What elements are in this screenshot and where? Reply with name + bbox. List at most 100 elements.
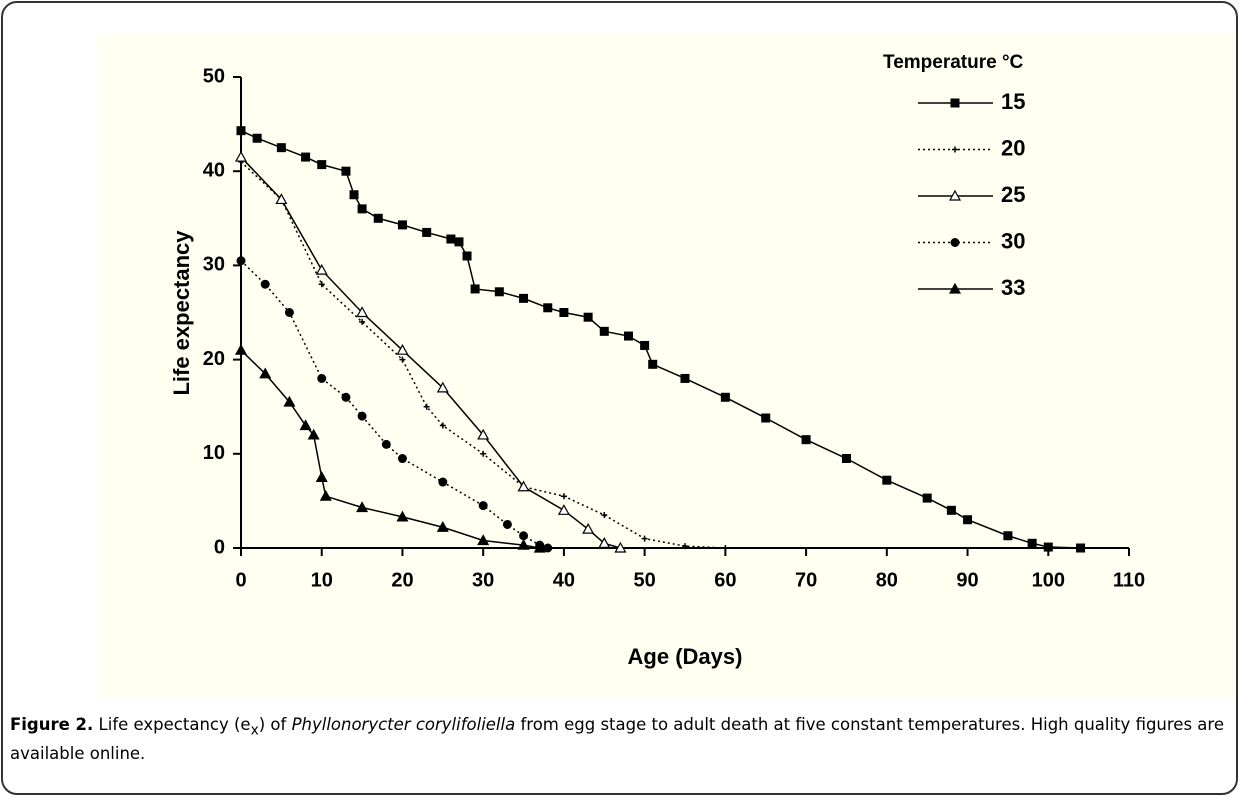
legend-label: 25 [1001, 182, 1025, 207]
x-tick-label: 70 [795, 569, 817, 591]
marker [640, 340, 650, 350]
marker [357, 204, 367, 214]
x-tick-label: 40 [553, 569, 575, 591]
y-tick-label: 40 [203, 159, 225, 181]
marker [399, 356, 406, 363]
marker [952, 146, 958, 153]
marker [462, 251, 472, 261]
legend-label: 33 [1001, 275, 1025, 300]
marker [599, 326, 609, 336]
x-tick-label: 90 [956, 569, 978, 591]
marker [276, 143, 286, 153]
x-tick-label: 20 [391, 569, 413, 591]
marker [234, 150, 248, 162]
marker [315, 471, 328, 482]
x-tick-label: 100 [1032, 569, 1065, 591]
chart: Life expectancy Age (Days) Temperature °… [98, 33, 1236, 700]
marker [1003, 531, 1013, 541]
marker [583, 312, 593, 322]
marker [517, 538, 530, 550]
marker [801, 435, 811, 445]
caption-label: Figure 2. [10, 715, 94, 734]
marker [341, 392, 351, 402]
marker [439, 422, 446, 429]
marker [946, 505, 956, 515]
marker [396, 510, 409, 522]
marker [341, 166, 351, 176]
x-tick-label: 10 [311, 569, 333, 591]
marker [963, 515, 973, 525]
marker [317, 373, 327, 383]
x-tick-label: 60 [714, 569, 736, 591]
plot-background [98, 33, 1236, 700]
y-tick-label: 20 [203, 348, 225, 370]
marker [543, 543, 553, 553]
marker [720, 392, 730, 402]
marker [284, 308, 294, 317]
marker [598, 537, 611, 548]
caption-species: Phyllonorycter corylifoliella [291, 715, 516, 734]
marker [543, 303, 553, 313]
y-axis-label: Life expectancy [169, 230, 194, 396]
marker [359, 318, 366, 325]
marker [356, 306, 369, 318]
marker [922, 493, 932, 503]
marker [315, 263, 328, 275]
marker [1076, 543, 1086, 553]
marker [950, 98, 960, 108]
marker [307, 428, 320, 440]
marker [283, 395, 296, 407]
marker [841, 454, 851, 464]
y-tick-label: 30 [203, 254, 225, 276]
marker [680, 373, 690, 383]
marker [373, 213, 383, 223]
legend-label: 20 [1001, 135, 1025, 160]
marker [560, 493, 567, 500]
marker [722, 545, 729, 551]
marker [519, 293, 529, 303]
marker [470, 284, 480, 294]
legend-label: 15 [1001, 89, 1025, 114]
marker [422, 227, 432, 237]
x-tick-label: 0 [235, 569, 246, 591]
marker [559, 308, 569, 317]
marker [454, 237, 464, 247]
marker [318, 281, 325, 288]
legend-label: 30 [1001, 228, 1025, 253]
marker [641, 535, 648, 542]
marker [478, 501, 488, 511]
marker [882, 475, 892, 485]
y-tick-label: 50 [203, 65, 225, 87]
x-tick-label: 30 [472, 569, 494, 591]
marker [236, 256, 246, 266]
marker [301, 152, 311, 162]
x-axis-label: Age (Days) [628, 644, 743, 669]
marker [601, 512, 608, 519]
marker [438, 477, 448, 487]
marker [396, 343, 409, 355]
x-tick-label: 80 [876, 569, 898, 591]
plot: 0 10 20 30 40 50 0 10 20 30 40 50 60 70 80 90 100 110 15 20… [203, 65, 1145, 591]
marker [948, 189, 962, 201]
caption-text: from egg stage to adult death at five co… [10, 715, 1224, 764]
caption-text: Life expectancy (e [93, 715, 251, 734]
marker [299, 419, 312, 431]
y-tick-label: 10 [203, 442, 225, 464]
marker [682, 543, 688, 550]
marker [397, 454, 407, 464]
marker [236, 126, 246, 136]
marker [950, 238, 960, 247]
series-line [240, 161, 726, 549]
marker [623, 331, 633, 341]
caption-subscript: x [250, 722, 259, 739]
marker [317, 160, 327, 170]
marker [436, 381, 449, 393]
legend-title: Temperature °C [883, 52, 1024, 73]
marker [494, 287, 504, 297]
marker [357, 411, 367, 421]
marker [234, 343, 248, 355]
y-tick-label: 0 [214, 536, 225, 558]
marker [477, 428, 490, 440]
marker [761, 413, 771, 423]
